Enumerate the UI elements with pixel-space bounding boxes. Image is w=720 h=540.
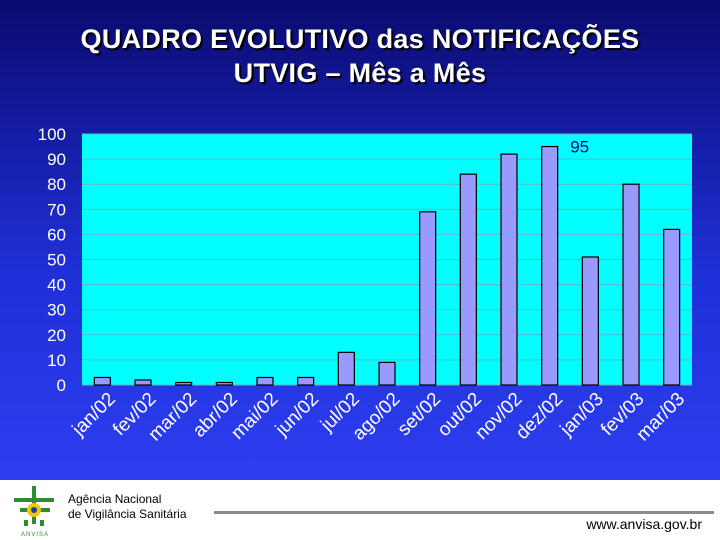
agency-line-1: Agência Nacional [68,492,162,506]
bar [378,361,396,386]
agency-line-2: de Vigilância Sanitária [68,507,187,521]
y-tick-label: 70 [47,200,66,219]
agency-name: Agência Nacional de Vigilância Sanitária [68,492,187,522]
anvisa-logo-icon: ANVISA [14,486,54,538]
y-tick-label: 10 [47,351,66,370]
title-line-1: QUADRO EVOLUTIVO das NOTIFICAÇÕES [80,24,640,54]
x-tick-label: dez/02 [512,389,567,444]
bar [541,145,559,386]
bar [256,376,274,386]
bar [93,376,111,386]
bar [622,183,640,386]
website-link[interactable]: www.anvisa.gov.br [586,516,702,532]
bar [500,153,518,386]
footer-divider [214,511,714,514]
bar [337,351,355,386]
y-tick-label: 60 [47,225,66,244]
bar [419,211,437,386]
bar [581,256,599,386]
y-tick-label: 80 [47,175,66,194]
y-tick-label: 50 [47,251,66,270]
y-tick-label: 90 [47,150,66,169]
x-tick-label: mai/02 [227,389,282,444]
title-line-2: UTVIG – Mês a Mês [233,58,487,88]
svg-text:ANVISA: ANVISA [21,532,49,538]
y-tick-label: 100 [38,125,66,144]
data-label: 95 [570,138,589,157]
x-tick-label: jan/03 [556,389,608,441]
footer: ANVISA Agência Nacional de Vigilância Sa… [0,480,720,540]
y-tick-label: 20 [47,326,66,345]
bar [663,228,681,386]
bar [297,376,315,386]
y-tick-label: 30 [47,301,66,320]
bar [175,381,193,386]
x-tick-label: set/02 [394,389,445,440]
slide-title: QUADRO EVOLUTIVO das NOTIFICAÇÕES UTVIG … [0,22,720,90]
x-tick-label: jun/02 [271,389,323,441]
bar [459,173,477,386]
bar [134,379,152,386]
y-tick-label: 40 [47,276,66,295]
x-tick-label: jan/02 [68,389,120,441]
y-tick-label: 0 [57,376,66,395]
bar [215,381,233,386]
